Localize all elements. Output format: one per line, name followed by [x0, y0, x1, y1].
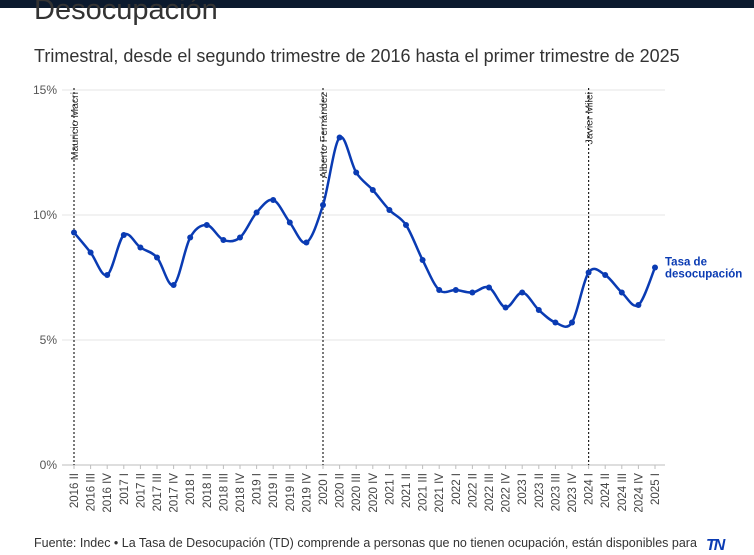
x-tick-label: 2025 I	[650, 473, 662, 505]
data-point	[237, 234, 243, 241]
data-point	[436, 287, 443, 293]
data-point	[104, 272, 111, 278]
x-tick-label: 2019 III	[285, 473, 297, 511]
annotation-label: Mauricio Macri	[69, 92, 81, 160]
x-tick-label: 2022 II	[467, 473, 479, 508]
data-point	[552, 319, 559, 326]
data-point	[452, 287, 459, 293]
x-tick-label: 2022 IV	[501, 473, 513, 513]
data-point	[203, 222, 210, 228]
y-tick-label: 15%	[33, 83, 57, 97]
x-tick-label: 2022 III	[484, 473, 496, 511]
x-tick-label: 2019 II	[268, 473, 280, 508]
x-tick-label: 2023 I	[517, 473, 529, 505]
data-point	[353, 169, 360, 176]
data-point	[403, 222, 409, 228]
data-point	[486, 284, 492, 291]
data-point	[253, 209, 260, 216]
x-tick-label: 2018 III	[218, 473, 230, 511]
data-point	[618, 289, 625, 296]
data-point	[652, 264, 658, 271]
data-point	[419, 257, 426, 263]
data-point	[71, 229, 77, 236]
x-tick-label: 2019 I	[252, 473, 264, 505]
data-point	[220, 237, 227, 243]
x-tick-label: 2020 III	[351, 473, 363, 511]
x-tick-label: 2020 IV	[368, 473, 380, 513]
x-tick-label: 2020 I	[318, 473, 330, 505]
chart-subtitle: Trimestral, desde el segundo trimestre d…	[34, 46, 680, 66]
x-tick-label: 2018 IV	[235, 473, 247, 513]
header-bar	[0, 0, 754, 8]
data-point	[154, 254, 160, 261]
x-tick-label: 2024 II	[600, 473, 612, 508]
series-label: desocupación	[665, 269, 742, 281]
data-point	[170, 282, 177, 288]
data-point	[585, 269, 592, 276]
data-point	[469, 289, 476, 296]
data-point	[187, 234, 194, 241]
x-tick-label: 2016 III	[86, 473, 98, 511]
series-label: Tasa de	[665, 257, 707, 269]
data-point	[369, 187, 376, 193]
chart-title: Desocupación	[34, 0, 218, 26]
data-point	[502, 304, 509, 311]
x-tick-label: 2021 III	[418, 473, 430, 511]
data-point	[87, 249, 94, 256]
x-tick-label: 2021 II	[401, 473, 413, 508]
y-tick-label: 10%	[33, 208, 57, 222]
x-tick-label: 2019 IV	[301, 473, 313, 513]
y-tick-label: 5%	[40, 333, 58, 347]
x-tick-label: 2017 I	[119, 473, 131, 505]
x-tick-label: 2017 II	[135, 473, 147, 508]
x-tick-label: 2017 III	[152, 473, 164, 511]
data-point	[270, 197, 277, 203]
annotation-label: Javier Milei	[584, 92, 596, 145]
x-tick-label: 2021 I	[384, 473, 396, 505]
data-point	[286, 219, 293, 226]
x-tick-label: 2024 I	[584, 473, 596, 505]
y-tick-label: 0%	[40, 458, 58, 472]
x-tick-label: 2020 II	[335, 473, 347, 508]
data-point	[336, 134, 343, 141]
data-point	[137, 244, 144, 251]
data-point	[386, 207, 393, 213]
x-tick-label: 2023 III	[550, 473, 562, 511]
data-point	[569, 319, 575, 326]
data-point	[602, 272, 609, 278]
x-tick-label: 2023 IV	[567, 473, 579, 513]
x-tick-label: 2023 II	[534, 473, 546, 508]
x-tick-label: 2022 I	[451, 473, 463, 505]
x-tick-label: 2016 II	[69, 473, 81, 508]
data-point	[519, 289, 526, 296]
x-tick-label: 2021 IV	[434, 473, 446, 513]
annotation-label: Alberto Fernández	[318, 92, 330, 178]
tn-logo: TN	[706, 537, 725, 554]
source-note: Fuente: Indec • La Tasa de Desocupación …	[34, 536, 697, 550]
data-point	[320, 202, 326, 208]
x-tick-label: 2017 IV	[169, 473, 181, 513]
data-point	[303, 239, 310, 246]
data-point	[635, 302, 642, 308]
series-line	[73, 135, 657, 328]
x-tick-label: 2024 IV	[633, 473, 645, 513]
data-point	[120, 232, 127, 238]
x-tick-label: 2018 I	[185, 473, 197, 505]
x-tick-label: 2018 II	[202, 473, 214, 508]
data-point	[535, 307, 542, 313]
x-tick-label: 2016 IV	[102, 473, 114, 513]
x-tick-label: 2024 III	[617, 473, 629, 511]
